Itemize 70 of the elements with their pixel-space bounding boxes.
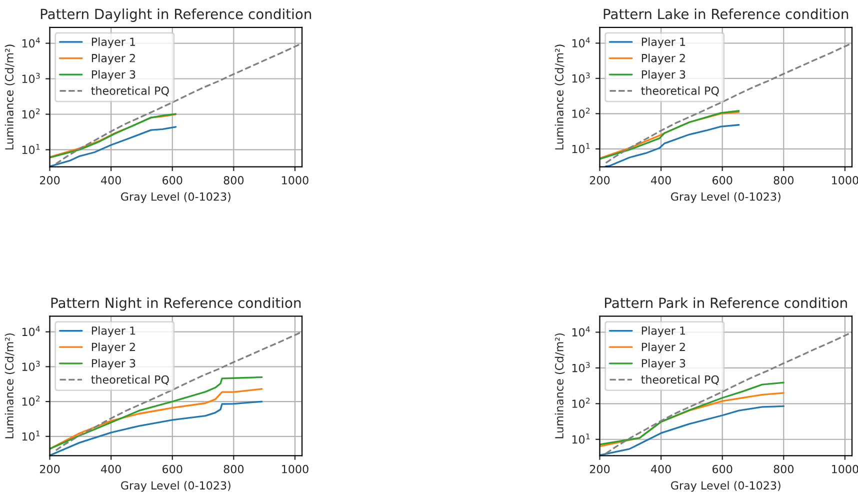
- chart-title: Pattern Night in Reference condition: [51, 297, 301, 311]
- x-tick-label: 400: [650, 176, 671, 184]
- x-tick-label: 1000: [282, 464, 308, 474]
- y-tick-label: 10$^{2}$: [572, 108, 590, 118]
- y-tick-label: 10$^{3}$: [22, 72, 40, 84]
- x-tick-label: 400: [101, 464, 121, 474]
- legend-label: Player 1: [92, 326, 136, 337]
- x-tick-label: 800: [224, 176, 244, 184]
- chart-title: Pattern Daylight in Reference condition: [40, 8, 312, 22]
- legend-label: Player 2: [642, 342, 685, 354]
- legend-label: Player 2: [642, 54, 685, 64]
- legend-label: theoretical PQ: [91, 375, 169, 386]
- y-tick-label: 10$^{4}$: [572, 326, 590, 337]
- x-tick-label: 200: [590, 176, 610, 184]
- x-axis-title: Gray Level (0-1023): [121, 192, 230, 203]
- x-tick-label: 800: [774, 464, 794, 474]
- legend-label: theoretical PQ: [91, 86, 169, 96]
- chart-title: Pattern Lake in Reference condition: [604, 8, 848, 20]
- y-tick-label: 10$^{3}$: [22, 360, 40, 371]
- y-tick-label: 10$^{1}$: [22, 430, 40, 441]
- legend-label: Player 1: [642, 326, 686, 337]
- y-tick-label: 10$^{4}$: [22, 37, 40, 48]
- x-tick-label: 200: [40, 176, 60, 184]
- y-axis-title: Luminance (Cd/m²): [4, 44, 15, 150]
- chart-title: Pattern Park in Reference condition: [605, 297, 847, 308]
- y-axis-title: Luminance (Cd/m²): [554, 333, 565, 438]
- legend-label: Player 2: [92, 342, 135, 354]
- x-tick-label: 800: [224, 464, 244, 474]
- x-axis-title: Gray Level (0-1023): [671, 481, 780, 492]
- x-tick-label: 600: [162, 464, 182, 474]
- y-axis-title: Luminance (Cd/m²): [554, 44, 565, 150]
- y-tick-label: 10$^{1}$: [572, 434, 590, 444]
- x-tick-label: 600: [712, 176, 732, 184]
- line-series: [600, 405, 784, 456]
- x-tick-label: 200: [40, 464, 60, 474]
- x-tick-label: 1000: [832, 176, 858, 184]
- y-tick-label: 10$^{1}$: [22, 144, 40, 154]
- legend-label: theoretical PQ: [641, 86, 719, 96]
- x-tick-label: 1000: [282, 176, 308, 184]
- line-series: [50, 376, 263, 450]
- y-tick-label: 10$^{3}$: [572, 362, 590, 372]
- y-tick-label: 10$^{3}$: [572, 72, 590, 83]
- legend-label: Player 1: [642, 37, 686, 48]
- x-tick-label: 600: [162, 176, 182, 184]
- line-series: [50, 388, 263, 450]
- legend-label: Player 3: [642, 358, 686, 370]
- x-tick-label: 400: [101, 176, 121, 184]
- legend-label: theoretical PQ: [641, 375, 719, 386]
- y-tick-label: 10$^{2}$: [572, 398, 590, 408]
- x-tick-label: 400: [650, 464, 671, 474]
- legend-label: Player 1: [92, 37, 136, 48]
- y-tick-label: 10$^{4}$: [22, 326, 40, 336]
- line-series: [50, 126, 177, 167]
- legend-label: Player 2: [92, 54, 135, 64]
- y-tick-label: 10$^{2}$: [22, 396, 40, 406]
- legend-label: Player 3: [92, 70, 136, 81]
- x-axis-title: Gray Level (0-1023): [671, 192, 780, 203]
- line-series: [50, 400, 263, 456]
- x-axis-title: Gray Level (0-1023): [121, 481, 230, 492]
- y-tick-label: 10$^{1}$: [572, 143, 590, 154]
- legend-label: Player 3: [642, 70, 686, 81]
- line-series: [605, 124, 740, 167]
- legend-label: Player 3: [92, 358, 136, 370]
- x-tick-label: 200: [590, 464, 610, 474]
- x-tick-label: 600: [712, 464, 732, 474]
- y-tick-label: 10$^{4}$: [572, 37, 590, 48]
- y-axis-title: Luminance (Cd/m²): [4, 333, 15, 438]
- x-tick-label: 800: [774, 176, 794, 184]
- y-tick-label: 10$^{2}$: [22, 108, 40, 119]
- x-tick-label: 1000: [832, 464, 858, 474]
